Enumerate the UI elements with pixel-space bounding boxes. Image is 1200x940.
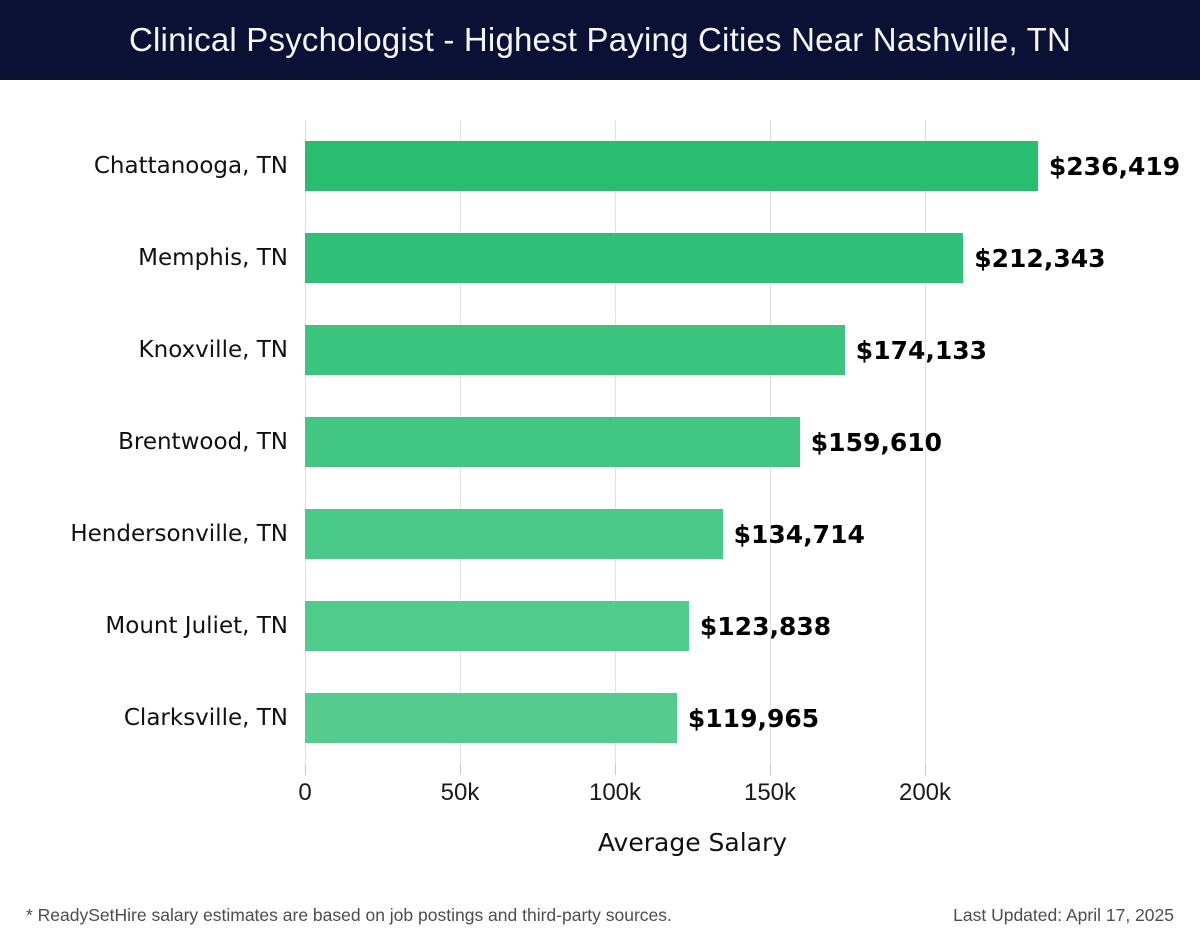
category-label: Mount Juliet, TN — [105, 613, 288, 639]
bar — [305, 141, 1038, 191]
value-label: $236,419 — [1048, 151, 1181, 181]
value-label: $123,838 — [699, 611, 832, 641]
bar — [305, 325, 845, 375]
x-axis-title: Average Salary — [597, 828, 788, 857]
source-note: * ReadySetHire salary estimates are base… — [26, 905, 672, 925]
title-bar: Clinical Psychologist - Highest Paying C… — [0, 0, 1200, 80]
value-label: $159,610 — [810, 427, 943, 457]
bar-row: Clarksville, TN $119,965 — [124, 672, 1080, 764]
x-tick-label: 50k — [440, 779, 480, 806]
bar-row: Chattanooga, TN $236,419 — [94, 120, 1180, 212]
footer: * ReadySetHire salary estimates are base… — [26, 905, 1174, 926]
bar-row: Mount Juliet, TN $123,838 — [105, 580, 1080, 672]
page-title: Clinical Psychologist - Highest Paying C… — [128, 21, 1072, 58]
category-label: Chattanooga, TN — [93, 153, 288, 179]
category-label: Clarksville, TN — [123, 705, 288, 731]
x-tick-label: 150k — [743, 779, 797, 806]
category-label: Hendersonville, TN — [70, 521, 288, 547]
bar-chart: Chattanooga, TN $236,419 Memphis, TN $212,3… — [0, 120, 1200, 857]
bar-row: Hendersonville, TN $134,714 — [70, 488, 1080, 580]
bar-row: Memphis, TN $212,343 — [138, 212, 1106, 304]
value-label: $119,965 — [687, 703, 820, 733]
bar-rows: Chattanooga, TN $236,419 Memphis, TN $212,3… — [70, 120, 1180, 764]
bar — [305, 417, 800, 467]
value-label: $134,714 — [733, 519, 865, 549]
category-label: Knoxville, TN — [138, 337, 288, 363]
bar-row: Knoxville, TN $174,133 — [139, 304, 1080, 396]
x-tick-mark — [615, 764, 616, 775]
x-tick-mark — [770, 764, 771, 775]
bar — [305, 693, 677, 743]
x-tick-mark — [305, 764, 306, 775]
x-tick-label: 100k — [588, 779, 642, 806]
value-label: $212,343 — [974, 243, 1106, 273]
x-tick-mark — [925, 764, 926, 775]
bar — [305, 509, 723, 559]
x-tick-mark — [460, 764, 461, 775]
gridline — [925, 120, 926, 764]
category-label: Memphis, TN — [138, 245, 288, 271]
bar — [305, 601, 689, 651]
value-label: $174,133 — [855, 335, 988, 365]
x-axis: 0 50k 100k 150k 200k — [298, 764, 1080, 816]
x-tick-label: 200k — [898, 779, 952, 806]
plot-area: Chattanooga, TN $236,419 Memphis, TN $212,3… — [70, 120, 1180, 764]
bar — [305, 233, 964, 283]
category-label: Brentwood, TN — [118, 429, 288, 455]
last-updated: Last Updated: April 17, 2025 — [953, 905, 1174, 925]
x-tick-label: 0 — [298, 779, 312, 806]
bar-row: Brentwood, TN $159,610 — [118, 396, 1080, 488]
